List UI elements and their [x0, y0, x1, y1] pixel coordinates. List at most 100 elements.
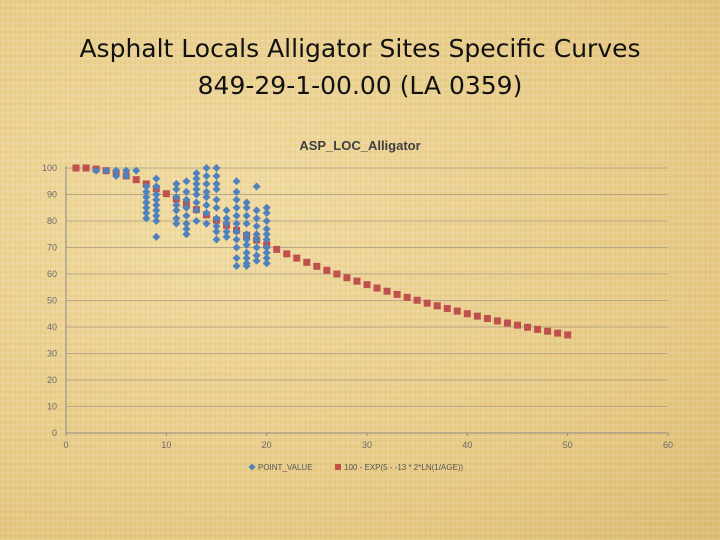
point-value-marker	[192, 190, 201, 199]
point-value-marker	[182, 230, 191, 239]
point-value-marker	[202, 164, 211, 172]
curve-point	[353, 277, 361, 285]
point-value-marker	[252, 230, 261, 239]
point-value-marker	[222, 232, 231, 241]
y-tick-label: 100	[42, 163, 57, 173]
point-value-marker	[182, 203, 191, 212]
point-value-marker	[142, 182, 151, 191]
slide-title-line-1: Asphalt Locals Alligator Sites Specific …	[79, 34, 641, 63]
point-value-marker	[222, 227, 231, 236]
point-value-marker	[182, 224, 191, 233]
point-value-marker	[152, 201, 161, 210]
point-value-marker	[152, 211, 161, 220]
curve-point	[293, 254, 301, 262]
point-value-marker	[152, 190, 161, 199]
point-value-marker	[222, 219, 231, 228]
point-value-marker	[212, 222, 221, 231]
curve-point	[503, 319, 511, 327]
point-value-marker	[172, 179, 181, 188]
point-value-marker	[152, 206, 161, 215]
point-value-marker	[112, 166, 121, 175]
curve-point	[554, 329, 562, 337]
y-tick-label: 50	[47, 296, 57, 306]
point-value-marker	[242, 262, 251, 271]
x-tick-label: 60	[663, 440, 673, 450]
point-value-marker	[262, 254, 271, 263]
point-value-marker	[232, 254, 241, 263]
point-value-marker	[202, 193, 211, 202]
curve-point	[433, 302, 441, 310]
y-tick-label: 80	[47, 216, 57, 226]
point-value-marker	[252, 206, 261, 215]
point-value-marker	[252, 256, 261, 265]
point-value-marker	[192, 179, 201, 188]
point-value-marker	[252, 214, 261, 223]
curve-point	[393, 290, 401, 298]
slide-title-line-2: 849-29-1-00.00 (LA 0359)	[197, 71, 523, 100]
point-value-marker	[262, 248, 271, 257]
legend-marker-curve	[335, 464, 341, 470]
curve-point	[413, 296, 421, 304]
curve-point	[473, 312, 481, 320]
point-value-marker	[182, 211, 191, 220]
point-value-marker	[202, 179, 211, 188]
point-value-marker	[222, 214, 231, 223]
point-value-marker	[212, 185, 221, 194]
point-value-marker	[122, 171, 131, 180]
curve-point	[162, 190, 170, 198]
point-value-marker	[212, 227, 221, 236]
point-value-marker	[242, 198, 251, 207]
x-tick-label: 0	[63, 440, 68, 450]
curve-point	[363, 281, 371, 289]
point-value-marker	[172, 193, 181, 202]
point-value-marker	[192, 169, 201, 178]
point-value-marker	[192, 198, 201, 207]
point-value-marker	[182, 177, 191, 186]
x-tick-label: 20	[262, 440, 272, 450]
point-value-marker	[192, 185, 201, 194]
curve-point	[283, 250, 291, 258]
point-value-marker	[102, 166, 111, 175]
point-value-marker	[212, 171, 221, 180]
point-value-marker	[172, 206, 181, 215]
chart-axes: 0 10 20 30 40 50 60 70 80 90 100 0 10 20 30 40 50 60	[42, 163, 673, 450]
curve-point	[82, 164, 90, 172]
point-value-marker	[202, 187, 211, 196]
point-value-marker	[232, 177, 241, 186]
point-value-marker	[182, 219, 191, 228]
point-value-marker	[212, 164, 221, 172]
point-value-marker	[232, 219, 241, 228]
curve-point	[323, 266, 331, 274]
point-value-marker	[212, 179, 221, 188]
point-value-marker	[202, 201, 211, 210]
point-value-marker	[152, 195, 161, 204]
curve-point	[132, 176, 140, 184]
slide-title: Asphalt Locals Alligator Sites Specific …	[0, 30, 720, 104]
x-tick-label: 10	[161, 440, 171, 450]
curve-point	[373, 284, 381, 292]
legend-marker-point-value	[248, 463, 256, 471]
point-value-marker	[242, 203, 251, 212]
point-value-marker	[142, 193, 151, 202]
x-tick-label: 40	[462, 440, 472, 450]
curve-point	[544, 327, 552, 335]
x-tick-label: 50	[563, 440, 573, 450]
point-value-marker	[142, 187, 151, 196]
point-value-marker	[242, 219, 251, 228]
curve-point	[453, 307, 461, 315]
point-value-marker	[262, 235, 271, 244]
point-value-marker	[242, 240, 251, 249]
point-value-marker	[142, 209, 151, 218]
point-value-marker	[252, 235, 261, 244]
curve-point	[303, 258, 311, 266]
point-value-marker	[152, 217, 161, 225]
chart-legend: POINT_VALUE 100 - EXP(5 - -13 * 2*LN(1/AG…	[248, 463, 463, 472]
point-value-marker	[252, 222, 261, 231]
curve-point	[333, 270, 341, 278]
curve-point	[524, 323, 532, 331]
point-value-marker	[152, 182, 161, 191]
point-value-marker	[252, 251, 261, 260]
curve-point	[403, 293, 411, 301]
curve-point	[463, 310, 471, 318]
